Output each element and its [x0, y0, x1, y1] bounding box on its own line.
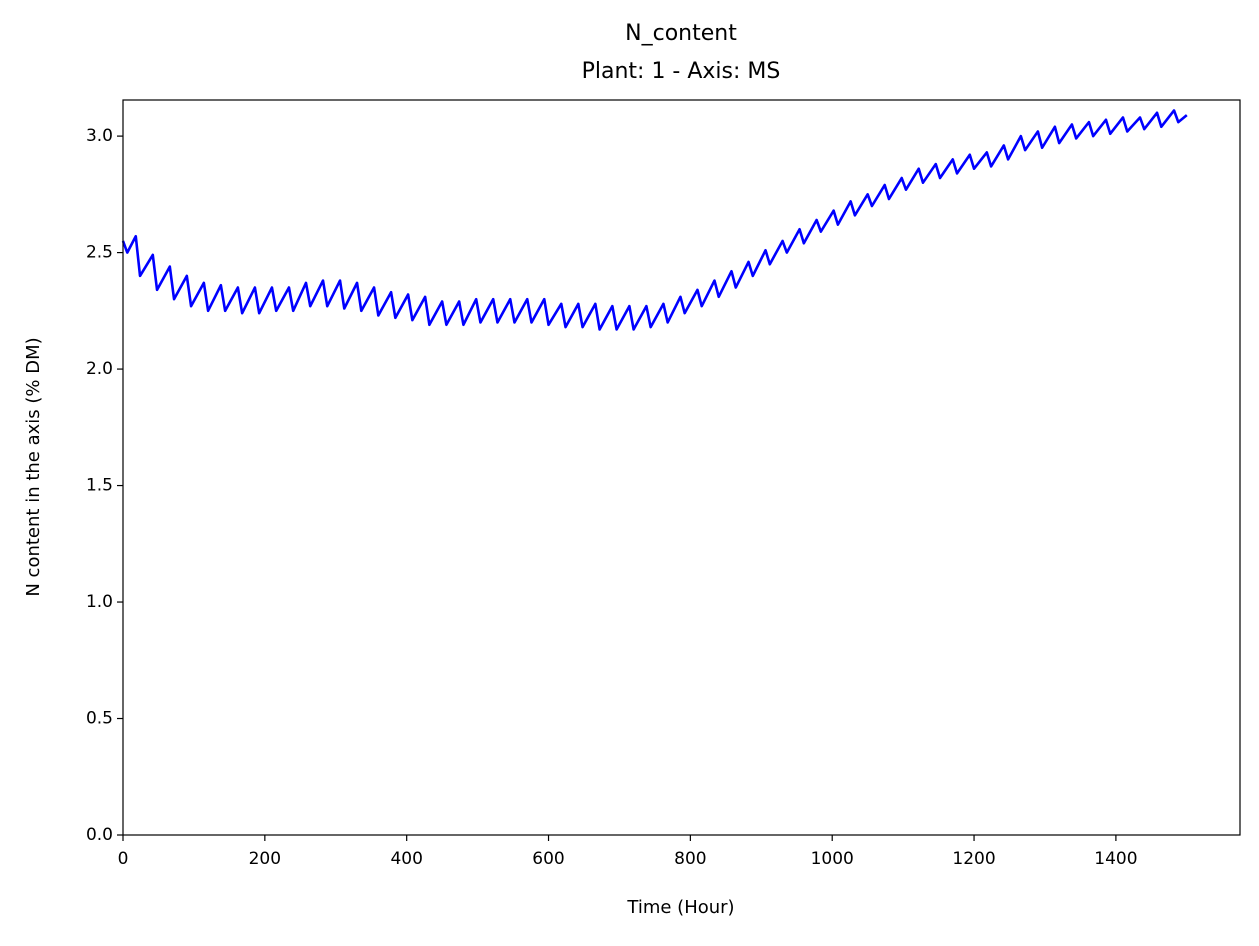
x-tick-label: 0	[118, 849, 129, 869]
y-tick-label: 1.0	[86, 592, 113, 612]
y-tick-label: 0.5	[86, 709, 113, 729]
y-tick-label: 2.5	[86, 243, 113, 263]
x-tick-label: 200	[249, 849, 281, 869]
data-line	[121, 109, 1188, 331]
y-tick-label: 2.0	[86, 359, 113, 379]
chart-title: N_content	[625, 21, 737, 46]
plot-frame	[122, 99, 1241, 836]
y-tick-label: 1.5	[86, 476, 113, 496]
x-tick-label: 600	[532, 849, 564, 869]
x-tick-label: 800	[674, 849, 706, 869]
y-axis-label: N content in the axis (% DM)	[23, 337, 44, 596]
y-tick-label: 3.0	[86, 126, 113, 146]
chart-subtitle: Plant: 1 - Axis: MS	[582, 59, 781, 84]
x-tick-label: 1000	[811, 849, 854, 869]
x-axis-label: Time (Hour)	[626, 897, 734, 918]
x-tick-label: 1200	[952, 849, 995, 869]
x-tick-label: 400	[390, 849, 422, 869]
x-tick-label: 1400	[1094, 849, 1137, 869]
y-tick-label: 0.0	[86, 825, 113, 845]
